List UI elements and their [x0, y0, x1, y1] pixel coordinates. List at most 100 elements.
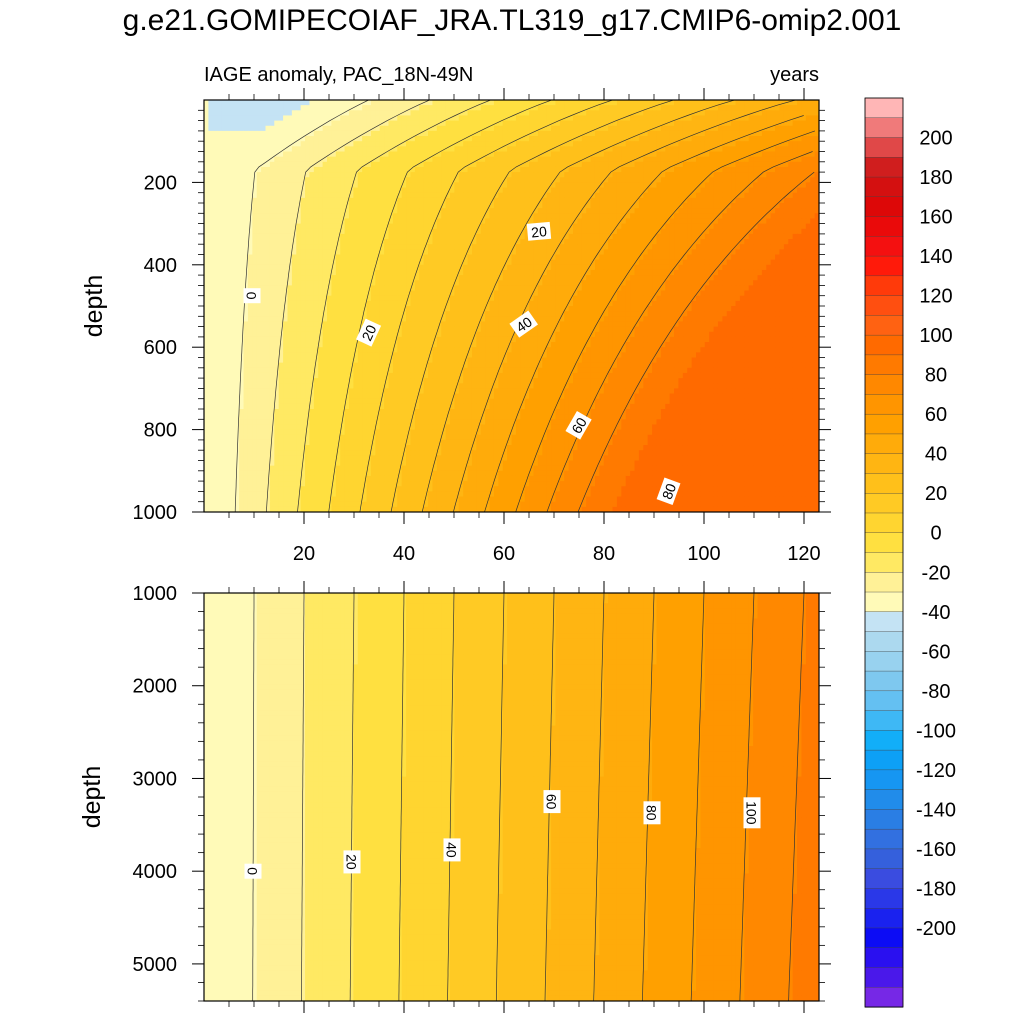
- colorbar-box: [864, 374, 904, 396]
- upper-panel-ylabel: depth: [80, 275, 108, 338]
- colorbar-label: 40: [925, 444, 947, 466]
- colorbar-box: [864, 651, 904, 672]
- colorbar-box: [864, 512, 904, 534]
- colorbar-box: [864, 117, 904, 139]
- colorbar-box: [864, 453, 904, 475]
- colorbar-label: 180: [919, 167, 952, 189]
- colorbar-label: 80: [925, 365, 947, 387]
- contour-label: 0: [244, 863, 262, 879]
- colorbar-label: 160: [919, 207, 952, 229]
- colorbar-label: -140: [916, 799, 956, 821]
- colorbar-label: -160: [916, 839, 956, 861]
- contour-label-text: 0: [245, 867, 261, 875]
- y-tick-label: 1000: [133, 502, 178, 524]
- colorbar-box: [864, 572, 904, 593]
- upper-panel-contour-labels: 0 20 20 40 60 80: [243, 221, 681, 505]
- colorbar-box: [864, 868, 904, 890]
- colorbar-label: -200: [916, 918, 956, 940]
- lower-panel-fills: [204, 593, 819, 1001]
- colorbar-box: [864, 137, 904, 158]
- upper-panel: 0 20 20 40 60 80 200 400 600 800 1000 20 40 60 80 100 1…: [80, 88, 831, 565]
- colorbar-box: [864, 789, 904, 810]
- subtitle-left: IAGE anomaly, PAC_18N-49N: [204, 64, 473, 86]
- y-tick-label: 600: [144, 337, 177, 359]
- colorbar-box: [864, 275, 904, 297]
- colorbar-box: [864, 809, 904, 830]
- lower-panel-ylabel: depth: [78, 766, 106, 829]
- lower-panel-contour-labels: 0 20 40 60 80 100: [244, 790, 761, 879]
- contour-label: 60: [543, 790, 561, 814]
- colorbar-box: [864, 611, 904, 633]
- subtitle-units: years: [770, 64, 819, 86]
- contour-label-text: 20: [344, 854, 360, 870]
- colorbar-box: [864, 157, 904, 178]
- contour-label-text: 20: [531, 223, 548, 240]
- colorbar-label: -80: [922, 681, 951, 703]
- colorbar-label: -60: [922, 641, 951, 663]
- contour-label: 40: [509, 310, 539, 338]
- colorbar: 200180160140120100806040200-20-40-60-80-…: [864, 97, 956, 1008]
- colorbar-box: [864, 493, 904, 514]
- colorbar-box: [864, 769, 904, 791]
- colorbar-box: [864, 97, 904, 119]
- y-tick-label: 4000: [133, 861, 178, 883]
- y-tick-label: 3000: [133, 768, 178, 790]
- colorbar-box: [864, 730, 904, 751]
- y-tick-label: 800: [144, 420, 177, 442]
- colorbar-box: [864, 670, 904, 692]
- lower-panel: 0 20 40 60 80 100 1000 2000 3000 4000 5000 depth: [78, 581, 831, 1013]
- y-tick-label: 400: [144, 255, 177, 277]
- chart-title: g.e21.GOMIPECOIAF_JRA.TL319_g17.CMIP6-om…: [0, 4, 1024, 38]
- colorbar-label: -120: [916, 760, 956, 782]
- colorbar-label: 0: [930, 523, 941, 545]
- colorbar-box: [864, 354, 904, 376]
- colorbar-box: [864, 236, 904, 257]
- colorbar-box: [864, 532, 904, 554]
- colorbar-label: 140: [919, 246, 952, 268]
- colorbar-box: [864, 413, 904, 435]
- contour-label: 20: [526, 221, 552, 241]
- contour-label: 20: [343, 850, 361, 874]
- contour-label: 80: [643, 801, 661, 825]
- lower-panel-contour-lines: [204, 593, 805, 1001]
- colorbar-box: [864, 848, 904, 870]
- x-tick-label: 80: [593, 543, 615, 565]
- contour-label-text: 60: [544, 794, 560, 810]
- x-tick-label: 120: [787, 543, 820, 565]
- contour-label-text: 60: [568, 415, 590, 437]
- x-tick-label: 40: [393, 543, 415, 565]
- x-tick-label: 60: [493, 543, 515, 565]
- colorbar-box: [864, 908, 904, 929]
- contour-label: 0: [243, 288, 261, 304]
- colorbar-label: -100: [916, 720, 956, 742]
- colorbar-label: 120: [919, 286, 952, 308]
- colorbar-label: 200: [919, 128, 952, 150]
- colorbar-label: -20: [922, 562, 951, 584]
- contour-label-text: 100: [744, 801, 760, 825]
- colorbar-label: 60: [925, 404, 947, 426]
- colorbar-box: [864, 433, 904, 455]
- colorbar-box: [864, 176, 904, 198]
- x-tick-label: 100: [687, 543, 720, 565]
- contour-label-text: 40: [444, 842, 460, 858]
- colorbar-box: [864, 888, 904, 909]
- colorbar-box: [864, 828, 904, 850]
- upper-panel-fills: [204, 100, 819, 512]
- y-tick-label: 200: [144, 172, 177, 194]
- colorbar-box: [864, 394, 904, 415]
- contour-label-text: 0: [244, 292, 260, 300]
- colorbar-box: [864, 295, 904, 316]
- y-tick-label: 2000: [133, 676, 178, 698]
- colorbar-box: [864, 967, 904, 988]
- contour-label: 20: [355, 318, 382, 347]
- y-tick-label: 1000: [133, 583, 178, 605]
- colorbar-label: 100: [919, 325, 952, 347]
- colorbar-box: [864, 690, 904, 712]
- contour-label-text: 80: [659, 481, 679, 501]
- contour-label: 80: [656, 477, 681, 505]
- y-tick-label: 5000: [133, 954, 178, 976]
- contour-label-text: 20: [358, 322, 379, 343]
- upper-panel-contour-lines: [204, 100, 816, 512]
- contour-label: 40: [443, 838, 461, 862]
